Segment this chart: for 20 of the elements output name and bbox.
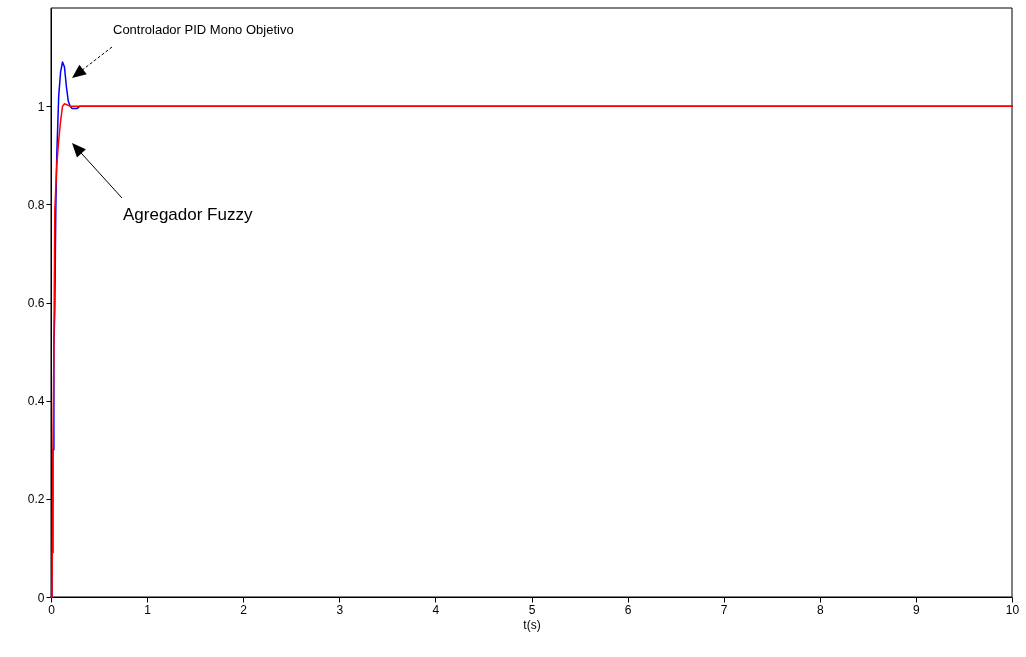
x-tick-label: 6 [624,602,632,617]
y-tick-label: 0.8 [27,197,45,212]
x-axis-title: t(s) [523,617,541,632]
y-tick-label: 0.4 [27,394,45,409]
x-tick-label: 8 [816,602,824,617]
annotation: Agregador Fuzzy [123,205,253,224]
x-tick-label: 7 [720,602,728,617]
x-tick-label: 4 [432,602,440,617]
y-tick-label: 0.2 [27,492,45,507]
x-tick-label: 3 [336,602,344,617]
x-tick-label: 1 [144,602,152,617]
y-tick-label: 0 [37,590,45,605]
x-tick-label: 0 [48,602,56,617]
y-tick-label: 1 [37,99,45,114]
x-tick-label: 10 [1005,602,1020,617]
x-tick-label: 5 [528,602,536,617]
annotation: Controlador PID Mono Objetivo [113,22,294,37]
x-tick-label: 2 [240,602,248,617]
y-tick-label: 0.6 [27,296,45,310]
x-tick-label: 9 [913,602,921,617]
